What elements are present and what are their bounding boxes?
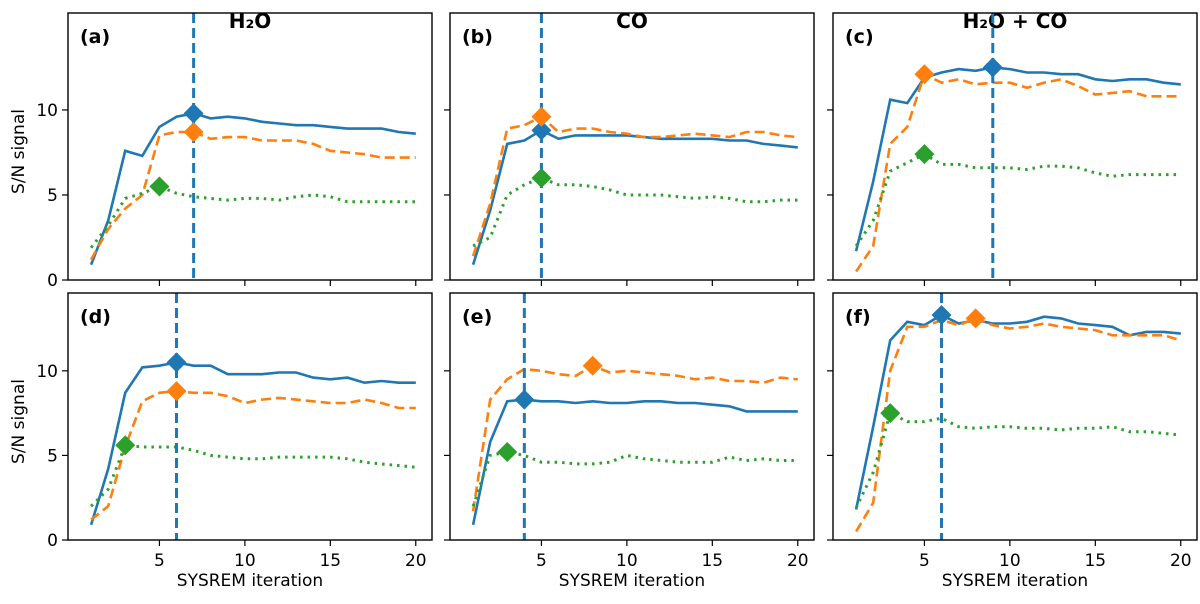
peak-marker-orange	[914, 64, 935, 85]
x-tick-label: 15	[1084, 551, 1106, 571]
peak-marker-blue	[982, 57, 1003, 78]
series-line-orange	[89, 130, 416, 261]
y-axis-label: S/N signal	[9, 109, 29, 194]
panel-label: (f)	[845, 306, 871, 328]
panel-label: (e)	[462, 306, 492, 328]
peak-marker-green	[115, 435, 136, 456]
series-line-green	[471, 450, 798, 507]
series-line-blue	[854, 313, 1181, 510]
panel-label: (d)	[80, 306, 111, 328]
x-tick-label: 5	[536, 551, 547, 571]
series-line-green	[90, 443, 416, 508]
series-line-orange	[471, 364, 798, 512]
series-line-green	[472, 176, 798, 248]
x-tick-label: 15	[701, 551, 723, 571]
peak-marker-orange	[965, 308, 986, 329]
peak-marker-blue	[514, 389, 535, 410]
peak-marker-blue	[166, 352, 187, 373]
peak-marker-orange	[183, 122, 204, 143]
series-line-green	[854, 410, 1181, 509]
y-tick-label: 5	[47, 186, 58, 206]
y-tick-label: 0	[47, 271, 58, 291]
series-line-blue	[854, 66, 1181, 252]
series-line-blue	[471, 128, 798, 266]
x-tick-label: 5	[919, 551, 930, 571]
x-tick-label: 15	[319, 551, 341, 571]
series-line-green	[854, 152, 1181, 247]
series-line-orange	[855, 72, 1181, 273]
series-line-orange	[90, 389, 416, 521]
series-line-blue	[471, 398, 798, 526]
panel-label: (b)	[462, 26, 493, 48]
x-axis-label: SYSREM iteration	[942, 571, 1088, 591]
panel-frame	[67, 12, 433, 281]
series-line-blue	[89, 111, 416, 266]
x-tick-label: 10	[234, 551, 256, 571]
peak-marker-green	[497, 442, 518, 463]
y-tick-label: 0	[47, 531, 58, 551]
peak-marker-orange	[531, 106, 552, 127]
x-axis-label: SYSREM iteration	[177, 571, 323, 591]
panel-frame	[449, 292, 815, 541]
panel-label: (a)	[80, 26, 110, 48]
x-tick-label: 20	[787, 551, 809, 571]
x-tick-label: 20	[405, 551, 427, 571]
peak-marker-green	[531, 167, 552, 188]
panel-label: (c)	[845, 26, 874, 48]
peak-marker-blue	[931, 304, 952, 325]
series-line-orange	[854, 317, 1182, 533]
x-axis-label: SYSREM iteration	[559, 571, 705, 591]
peak-marker-blue	[531, 120, 552, 141]
peak-marker-green	[914, 144, 935, 165]
peak-marker-orange	[582, 355, 603, 376]
x-tick-label: 10	[999, 551, 1021, 571]
series-line-green	[89, 184, 416, 249]
y-tick-label: 10	[36, 101, 58, 121]
series-line-blue	[89, 361, 416, 526]
peak-marker-blue	[183, 103, 204, 124]
panel-frame	[67, 292, 433, 541]
panel-frame	[832, 292, 1198, 541]
series-line-orange	[471, 115, 798, 257]
x-tick-label: 20	[1170, 551, 1192, 571]
panel-frame	[832, 12, 1198, 281]
x-tick-label: 10	[616, 551, 638, 571]
y-tick-label: 10	[36, 362, 58, 382]
x-tick-label: 5	[154, 551, 165, 571]
panel-frame	[449, 12, 815, 281]
y-tick-label: 5	[47, 446, 58, 466]
peak-marker-green	[149, 176, 170, 197]
peak-marker-green	[880, 403, 901, 424]
y-axis-label: S/N signal	[9, 379, 29, 464]
peak-marker-orange	[166, 381, 187, 402]
